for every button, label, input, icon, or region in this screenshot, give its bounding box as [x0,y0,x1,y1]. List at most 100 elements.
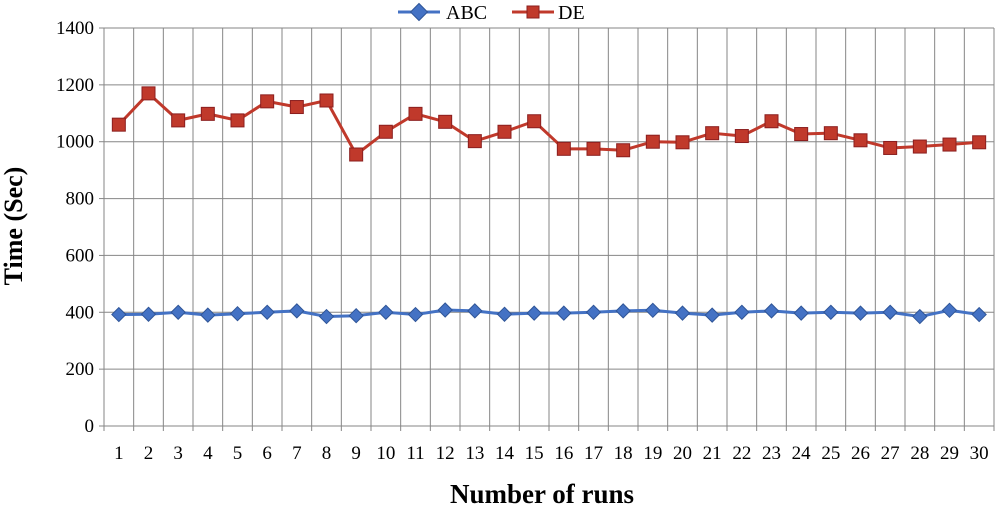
data-point-de [853,133,868,148]
data-point-abc [971,306,987,323]
data-point-de [141,86,156,101]
legend-de-marker [526,5,540,19]
x-tick-label: 6 [262,443,272,464]
data-point-de [438,114,453,129]
x-tick-label: 23 [762,443,781,464]
data-point-de [171,113,186,128]
x-tick-label: 3 [173,443,183,464]
y-tick-label: 400 [66,302,95,323]
x-tick-label: 26 [851,443,870,464]
data-point-de [527,114,542,129]
legend-abc-label: ABC [446,2,487,24]
x-tick-label: 1 [114,443,124,464]
x-tick-label: 24 [792,443,812,464]
data-point-abc [912,308,928,325]
data-point-de [230,113,245,128]
x-tick-label: 19 [643,443,662,464]
gridlines [104,27,995,426]
data-point-de [645,134,660,149]
x-tick-label: 5 [233,443,243,464]
x-tick-label: 28 [910,443,929,464]
data-point-de [111,117,126,132]
y-axis-title: Time (Sec) [0,167,28,286]
series-layer [111,86,987,325]
y-tick-label: 600 [66,245,95,266]
x-tick-label: 4 [203,443,213,464]
x-axis-title: Number of runs [450,479,634,509]
data-point-abc [823,304,839,320]
x-tick-label: 27 [881,443,900,464]
legend-de-label: DE [558,2,585,24]
data-point-de [349,147,364,162]
data-point-de [942,137,957,152]
data-point-abc [200,307,216,323]
series-de [111,86,987,162]
data-point-abc [585,304,602,320]
x-tick-label: 9 [351,443,361,464]
data-point-de [586,141,601,156]
x-tick-label: 14 [495,443,515,464]
x-tick-label: 2 [144,443,154,464]
data-point-abc [140,306,157,322]
data-point-de [289,100,304,115]
data-point-de [734,129,749,144]
x-tick-label: 29 [940,443,959,464]
data-point-de [883,140,898,155]
legend-abc-marker [409,2,429,22]
data-point-abc [407,306,424,323]
x-tick-label: 20 [673,443,692,464]
data-point-de [823,126,838,141]
data-point-abc [882,304,898,320]
data-point-abc [111,306,127,323]
data-point-abc [763,303,780,319]
data-point-abc [318,308,335,325]
x-tick-label: 10 [376,443,395,464]
data-point-abc [793,305,809,321]
x-tick-label: 15 [525,443,544,464]
x-tick-label: 30 [970,443,989,464]
y-tick-label: 800 [66,189,95,210]
data-point-abc [615,303,631,319]
data-point-de [675,135,690,150]
data-point-abc [437,302,453,318]
data-point-abc [704,307,720,323]
data-point-de [200,106,215,121]
y-tick-label: 1200 [56,75,94,96]
x-tick-label: 22 [732,443,751,464]
x-tick-label: 13 [465,443,484,464]
x-tick-label: 25 [821,443,840,464]
data-point-abc [170,304,186,320]
data-point-de [764,114,779,129]
data-point-de [497,124,512,139]
y-tick-label: 0 [85,416,95,437]
legend: ABC DE [398,2,585,24]
data-point-abc [259,304,275,320]
y-tick-label: 1400 [56,18,94,39]
data-point-abc [496,306,513,322]
x-tick-label: 12 [436,443,455,464]
x-tick-label: 21 [703,443,722,464]
data-point-abc [645,302,661,319]
x-tick-label: 8 [322,443,332,464]
x-tick-label: 17 [584,443,603,464]
x-tick-labels: 1 2 3 4 5 6 7 8 9 10 11 12 13 14 15 16 17 18 19 20 21 22 23 24 2… [114,443,989,464]
axes [99,27,995,431]
data-point-abc [289,303,305,319]
data-point-de [319,93,334,108]
data-point-abc [941,302,958,319]
data-point-de [616,143,631,158]
y-tick-labels: 0 200 400 600 800 1000 1200 1400 [56,18,94,437]
y-tick-label: 200 [66,359,95,380]
x-tick-label: 16 [554,443,573,464]
series-abc [111,302,987,325]
data-point-abc [348,307,364,324]
data-point-de [378,124,393,139]
data-point-abc [852,305,869,321]
data-point-de [794,127,809,142]
x-tick-label: 11 [406,443,424,464]
data-point-de [972,135,987,150]
x-tick-label: 7 [292,443,302,464]
x-tick-label: 18 [614,443,633,464]
data-point-abc [556,305,572,321]
